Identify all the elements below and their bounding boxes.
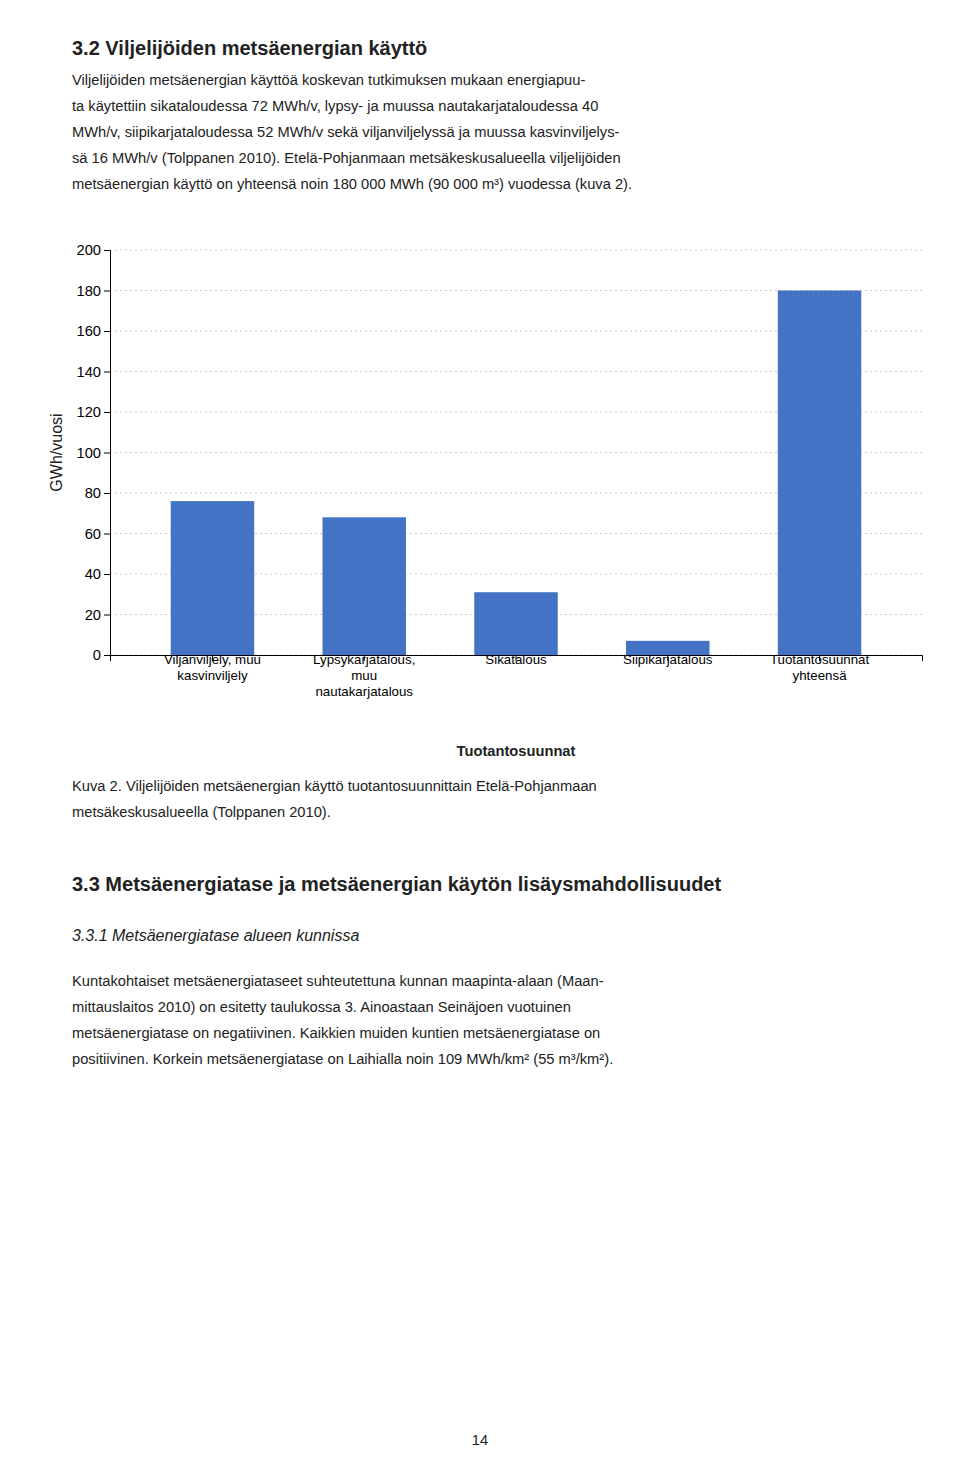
y-tick-mark (104, 615, 110, 616)
bar (474, 592, 557, 655)
chart: 0 20 40 60 80 100 120 140 160 180 200 Viljanviljely… (48, 242, 923, 759)
x-tick: Sikatalous (485, 652, 547, 667)
y-tick-label: 20 (85, 607, 101, 623)
y-tick-label: 80 (85, 485, 101, 501)
y-tick-mark (104, 291, 110, 292)
y-tick-label: 180 (76, 283, 101, 299)
heading: 3.2 Viljelijöiden metsäenergian käyttö (72, 37, 427, 59)
body-line: metsäenergian käyttö on yhteensä noin 18… (72, 176, 632, 192)
y-tick-label: 140 (76, 364, 101, 380)
x-axis-title: Tuotantosuunnat (457, 743, 576, 759)
page-number: 14 (472, 1432, 488, 1448)
x-tick: Viljanviljely, muukasvinviljely (164, 652, 261, 683)
y-tick-mark (104, 655, 110, 656)
x-tick-label-line: Siipikarjatalous (623, 652, 713, 667)
y-tick-mark (104, 412, 110, 413)
y-tick: 40 (85, 566, 110, 582)
y-tick-mark (104, 574, 110, 575)
y-tick-label: 40 (85, 566, 101, 582)
y-tick: 60 (85, 526, 110, 542)
body-line: MWh/v, siipikarjataloudessa 52 MWh/v sek… (72, 124, 620, 140)
y-tick-label: 60 (85, 526, 101, 542)
x-tick-label-line: kasvinviljely (177, 668, 248, 683)
x-tick-label: Sikatalous (485, 652, 547, 667)
bar (322, 517, 405, 655)
y-tick: 160 (76, 323, 110, 339)
bar (171, 501, 254, 655)
x-tick-label-line: muu (351, 668, 377, 683)
bars (171, 291, 862, 656)
body-line: Kuntakohtaiset metsäenergiataseet suhteu… (72, 973, 604, 989)
y-tick-mark (104, 372, 110, 373)
page: 3.2 Viljelijöiden metsäenergian käyttö Vi… (0, 0, 960, 1473)
y-tick-label: 120 (76, 404, 101, 420)
y-axis: 0 20 40 60 80 100 120 140 160 180 200 (76, 242, 110, 663)
x-tick-label-line: Sikatalous (485, 652, 547, 667)
y-tick: 20 (85, 607, 110, 623)
body-line: mittauslaitos 2010) on esitetty taulukos… (72, 999, 571, 1015)
bar (778, 291, 861, 656)
x-tick: Lypsykarjatalous,muunautakarjatalous (313, 652, 415, 699)
y-tick-label: 200 (76, 242, 101, 258)
y-tick: 140 (76, 364, 110, 380)
y-tick: 200 (76, 242, 110, 258)
body-line: positiivinen. Korkein metsäenergiatase o… (72, 1051, 613, 1067)
x-tick-label-line: Lypsykarjatalous, (313, 652, 415, 667)
x-axis: Viljanviljely, muukasvinviljely Lypsykarj… (111, 652, 923, 699)
y-tick: 120 (76, 404, 110, 420)
y-tick-label: 160 (76, 323, 101, 339)
body-line: ta käytettiin sikataloudessa 72 MWh/v, l… (72, 98, 598, 114)
y-tick-mark (104, 331, 110, 332)
body-line: Viljelijöiden metsäenergian käyttöä kosk… (72, 72, 585, 88)
y-tick-mark (104, 250, 110, 251)
y-tick-mark (104, 453, 110, 454)
y-tick: 0 (93, 647, 110, 663)
y-tick: 180 (76, 283, 110, 299)
x-tick-label-line: nautakarjatalous (315, 684, 413, 699)
x-tick-label: Viljanviljely, muukasvinviljely (164, 652, 261, 683)
y-axis-title: GWh/vuosi (48, 413, 65, 491)
y-axis-line (104, 251, 111, 656)
grid (110, 250, 922, 655)
y-tick-mark (104, 493, 110, 494)
x-tick: Siipikarjatalous (623, 652, 713, 667)
x-tick-label: Siipikarjatalous (623, 652, 713, 667)
caption-line: Kuva 2. Viljelijöiden metsäenergian käyt… (72, 778, 597, 794)
x-tick-label-line: yhteensä (793, 668, 848, 683)
body-line: metsäenergiatase on negatiivinen. Kaikki… (72, 1025, 600, 1041)
y-tick-label: 100 (76, 445, 101, 461)
body-line: sä 16 MWh/v (Tolppanen 2010). Etelä-Pohj… (72, 150, 621, 166)
y-tick-label: 0 (93, 647, 101, 663)
x-tick-label-line: Viljanviljely, muu (164, 652, 261, 667)
caption-line: metsäkeskusalueella (Tolppanen 2010). (72, 804, 331, 820)
x-tick: Tuotantosuunnatyhteensä (770, 652, 870, 683)
y-tick: 100 (76, 445, 110, 461)
section-title: 3.3 Metsäenergiatase ja metsäenergian kä… (72, 873, 721, 895)
y-tick: 80 (85, 485, 110, 501)
y-tick-mark (104, 534, 110, 535)
grid-line (110, 250, 922, 251)
x-tick-label-line: Tuotantosuunnat (770, 652, 870, 667)
x-tick-label: Tuotantosuunnatyhteensä (770, 652, 870, 683)
subsection-title: 3.3.1 Metsäenergiatase alueen kunnissa (72, 927, 359, 944)
x-tick-label: Lypsykarjatalous,muunautakarjatalous (313, 652, 415, 699)
